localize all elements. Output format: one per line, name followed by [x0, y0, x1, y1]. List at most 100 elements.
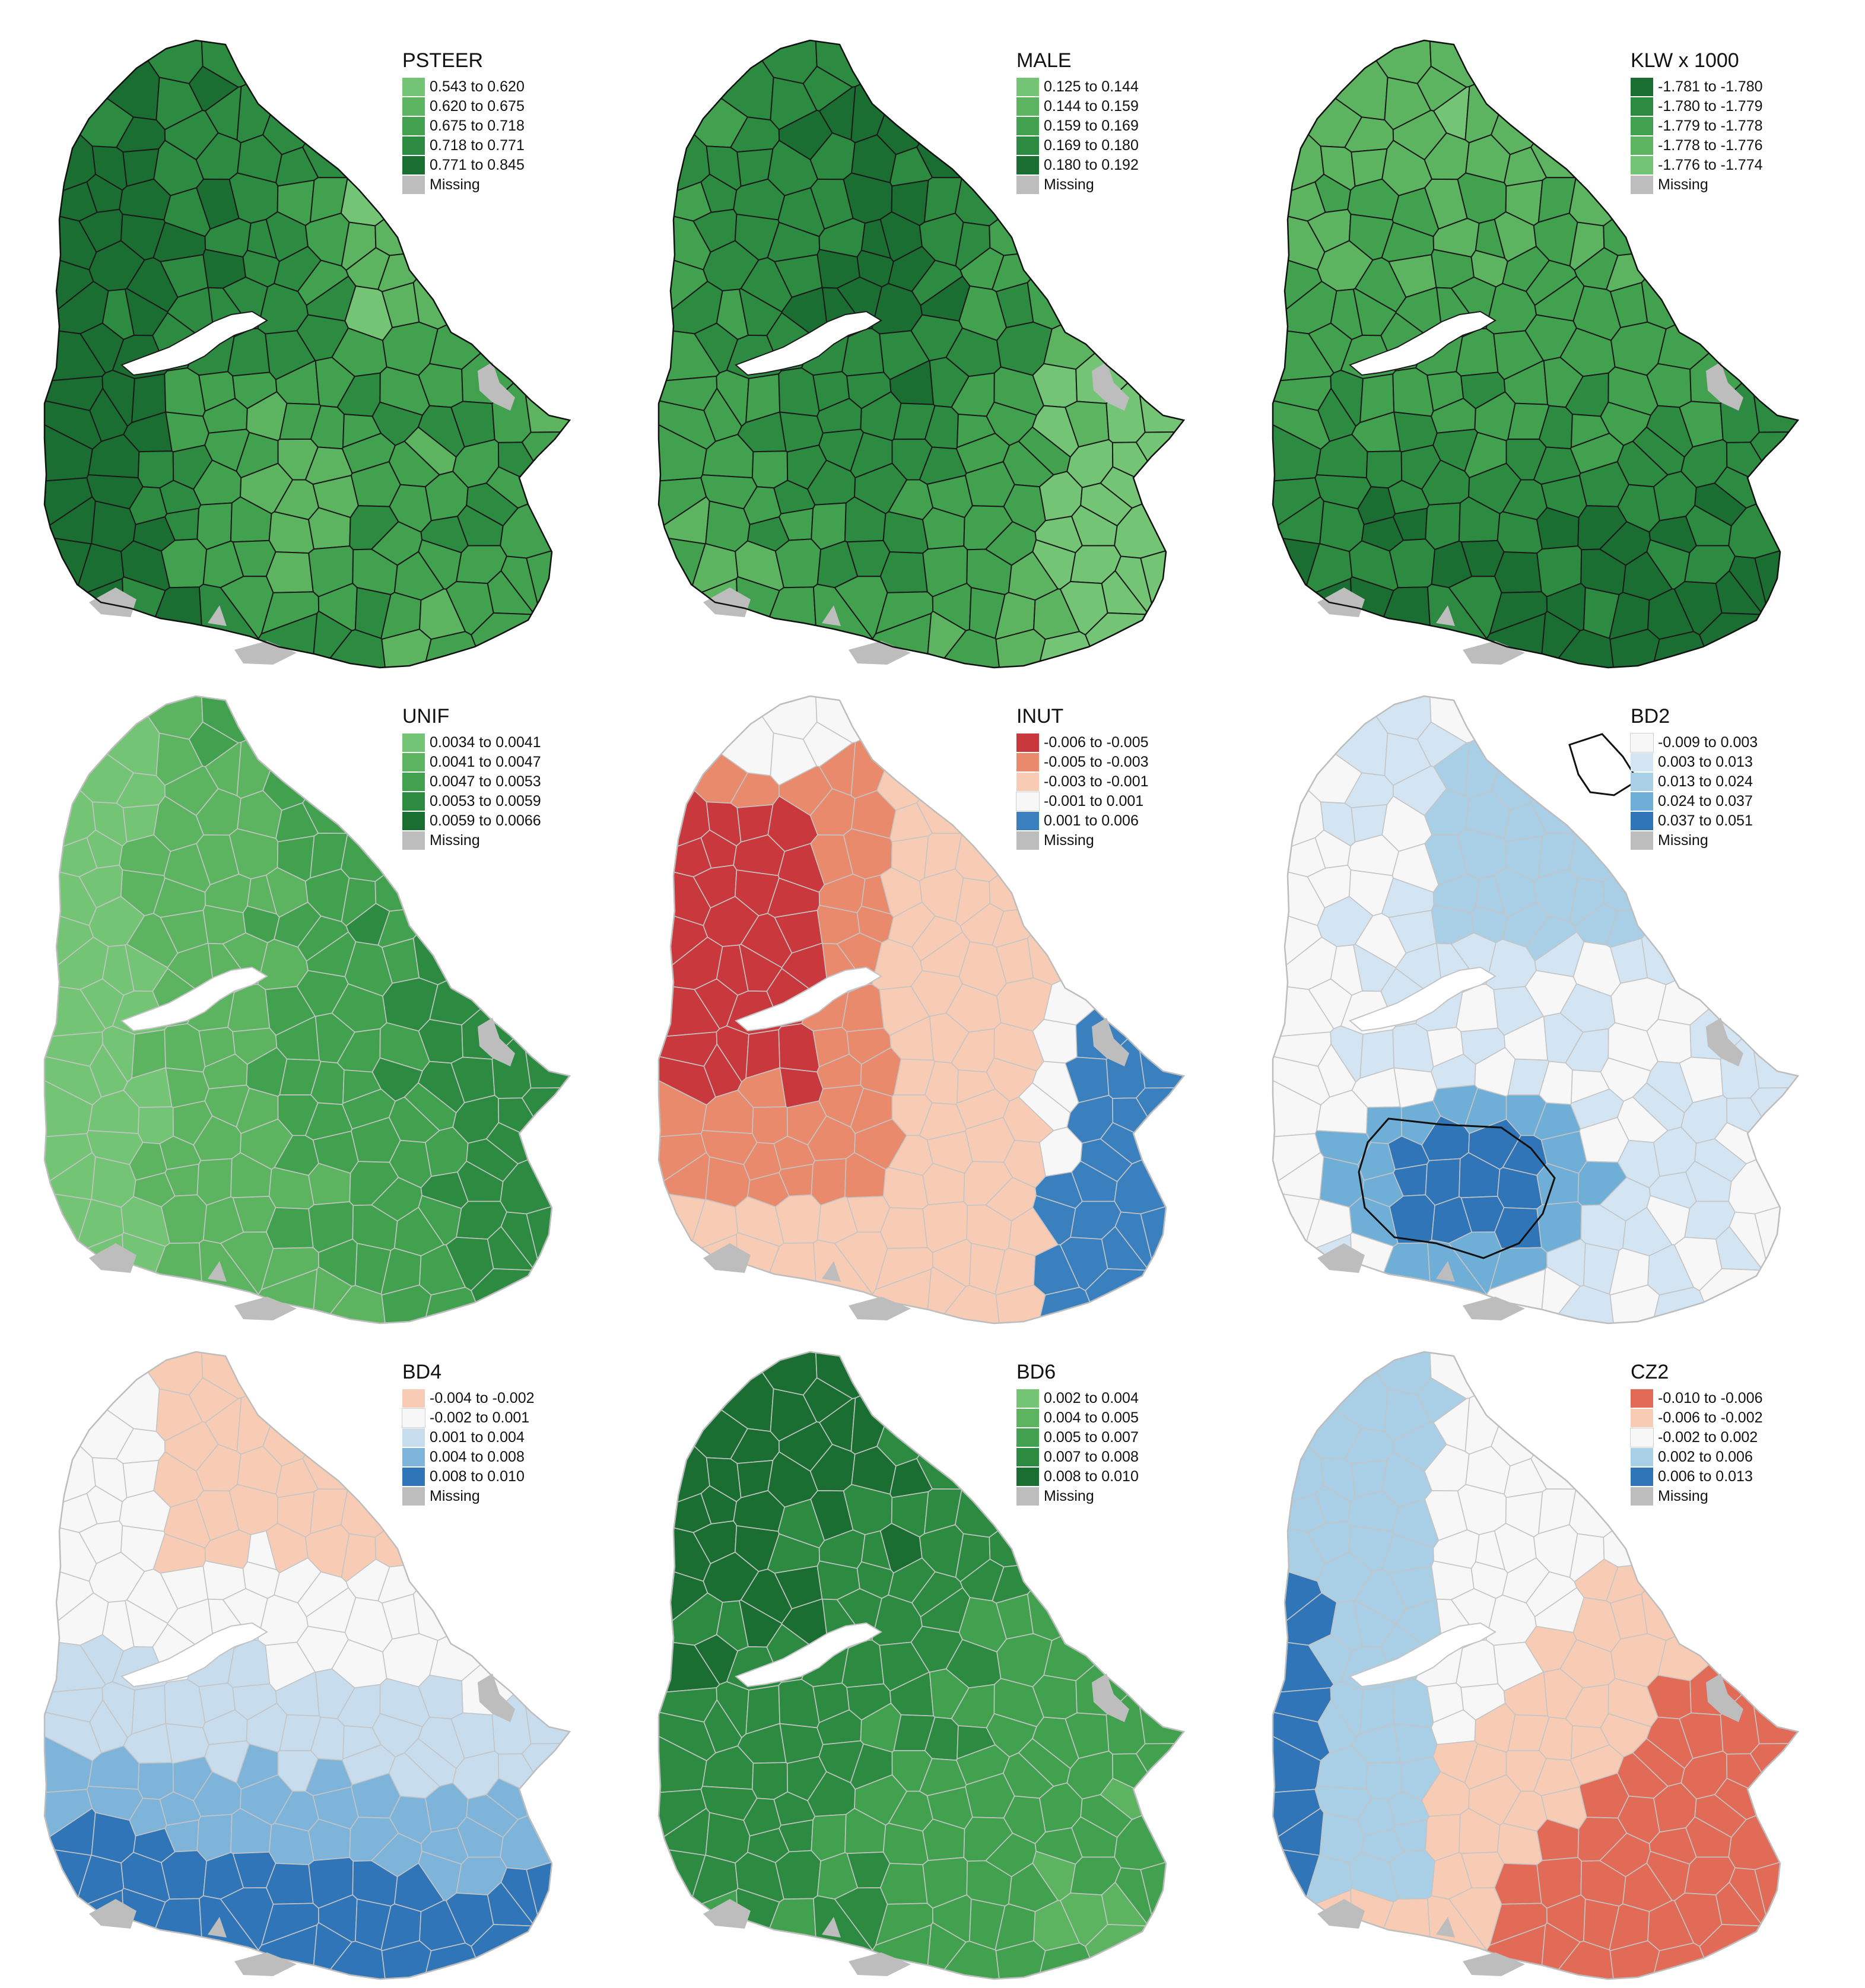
map-region [160, 538, 208, 589]
legend-label: 0.002 to 0.006 [1658, 1449, 1753, 1465]
legend-label: 0.037 to 0.051 [1658, 812, 1753, 829]
map-region [1657, 914, 1798, 1026]
country-outline [43, 1351, 571, 1980]
legend-entry-2: 0.620 to 0.675 [402, 97, 598, 116]
legend-entry-4: 0.718 to 0.771 [402, 136, 598, 155]
legend-title: PSTEER [402, 49, 484, 72]
map-region [45, 181, 98, 222]
legend-swatch [402, 812, 425, 830]
legend-entry-missing: Missing [1631, 1487, 1826, 1506]
map-region [1389, 1194, 1435, 1244]
legend-label: 0.008 to 0.010 [1044, 1468, 1139, 1485]
legend-bd4: BD4 -0.004 to -0.002 -0.002 to 0.001 0.0… [402, 1360, 598, 1506]
legend-swatch [402, 773, 425, 791]
map-region [1350, 1232, 1394, 1323]
legend-entry-1: 0.543 to 0.620 [402, 77, 598, 97]
legend-label: 0.0034 to 0.0041 [430, 734, 541, 751]
legend-klw: KLW x 1000 -1.781 to -1.780 -1.780 to -1… [1631, 49, 1826, 195]
legend-title: UNIF [402, 705, 450, 728]
map-region [1273, 535, 1320, 659]
map-region [751, 450, 789, 489]
map-region [1043, 258, 1184, 370]
legend-entry-3: -1.779 to -1.778 [1631, 116, 1826, 136]
map-region [1750, 1536, 1798, 1745]
missing-region [1706, 1673, 1743, 1722]
map-region [122, 1232, 166, 1323]
legend-bd2: BD2 -0.009 to 0.003 0.003 to 0.013 0.013… [1630, 704, 1826, 850]
legend-label: -0.006 to -0.002 [1658, 1409, 1763, 1426]
map-region [522, 1536, 570, 1745]
legend-swatch-missing [1016, 831, 1039, 850]
map-region [1273, 837, 1326, 878]
legend-swatch [1630, 1428, 1654, 1447]
map-region [1750, 880, 1798, 1089]
map-region [751, 1762, 789, 1800]
legend-entry-3: 0.001 to 0.004 [402, 1428, 598, 1447]
country-outline [657, 695, 1186, 1325]
legend-swatch [1631, 753, 1653, 771]
panel-bd4: BD4 -0.004 to -0.002 -0.002 to 0.001 0.0… [18, 1347, 623, 1988]
legend-entry-4: 0.004 to 0.008 [402, 1447, 598, 1467]
map-region [45, 1846, 92, 1970]
legend-label-missing: Missing [1658, 176, 1708, 193]
legend-entry-4: -1.778 to -1.776 [1631, 136, 1826, 155]
legend-label: 0.006 to 0.013 [1658, 1468, 1753, 1485]
map-region [1750, 224, 1798, 433]
map-region [45, 696, 160, 776]
map-region [774, 1850, 821, 1900]
map-region [1389, 1850, 1435, 1900]
map-region [1494, 1207, 1542, 1249]
legend-psteer: PSTEER 0.543 to 0.620 0.620 to 0.675 0.6… [402, 49, 598, 195]
map-region [1749, 1087, 1798, 1163]
map-region [45, 1352, 160, 1432]
legend-swatch [402, 156, 425, 174]
country-outline [1272, 1351, 1800, 1980]
legend-swatch [1016, 156, 1039, 174]
country-outline [657, 1351, 1186, 1980]
map-region [160, 1850, 207, 1900]
map-region [137, 1106, 174, 1145]
panel-bd2: BD2 -0.009 to 0.003 0.003 to 0.013 0.013… [1246, 691, 1851, 1332]
map-male [657, 39, 1186, 669]
map-region [1490, 40, 1610, 155]
map-region [1084, 612, 1184, 668]
missing-region [1092, 362, 1129, 411]
map-region [1749, 431, 1798, 507]
map-region [1043, 1570, 1184, 1682]
map-region [1135, 1087, 1184, 1163]
legend-swatch [1016, 773, 1039, 791]
map-region [659, 1352, 774, 1432]
map-region [522, 224, 570, 433]
map-region [521, 1742, 570, 1818]
map-region [1273, 1492, 1326, 1533]
map-region [1273, 1190, 1320, 1314]
missing-region [1436, 1261, 1455, 1282]
legend-label: 0.008 to 0.010 [430, 1468, 525, 1485]
legend-swatch-missing [1631, 1487, 1653, 1506]
country-outline [43, 695, 571, 1325]
legend-swatch [1016, 136, 1039, 155]
missing-region [478, 1018, 515, 1066]
missing-region [703, 1899, 751, 1929]
legend-label-missing: Missing [1044, 832, 1094, 849]
missing-region [208, 1261, 227, 1282]
highlight-cluster [1568, 733, 1640, 796]
legend-entry-4: 0.0053 to 0.0059 [402, 792, 598, 811]
legend-label-missing: Missing [1658, 832, 1708, 849]
legend-entry-1: -0.004 to -0.002 [402, 1389, 598, 1408]
missing-region [1317, 587, 1365, 617]
map-region [1085, 1924, 1184, 1979]
panel-male: MALE 0.125 to 0.144 0.144 to 0.159 0.159… [632, 36, 1237, 677]
legend-swatch [1631, 78, 1653, 96]
map-region [1273, 181, 1326, 222]
missing-region [208, 1917, 227, 1938]
legend-label: 0.024 to 0.037 [1658, 793, 1753, 809]
legend-swatch-missing [1631, 831, 1653, 850]
legend-label: -0.002 to 0.001 [430, 1409, 530, 1426]
legend-entry-1: -0.009 to 0.003 [1630, 733, 1826, 752]
legend-entry-missing: Missing [1016, 175, 1212, 195]
legend-entry-1: 0.125 to 0.144 [1016, 77, 1212, 97]
legend-title: INUT [1016, 705, 1064, 728]
map-region [879, 1863, 928, 1905]
legend-swatch [402, 753, 425, 771]
